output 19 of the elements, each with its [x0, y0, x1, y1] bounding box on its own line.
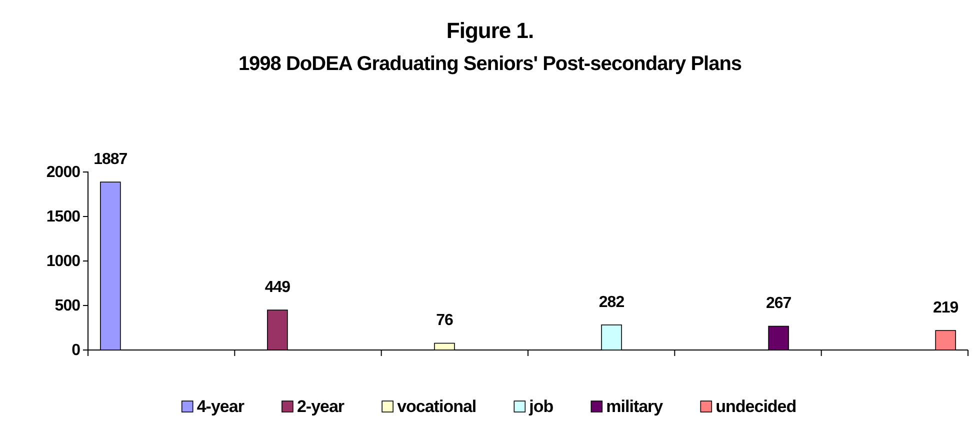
legend-label: military — [606, 397, 664, 416]
y-tick-label: 2000 — [46, 164, 81, 182]
data-label: 76 — [436, 312, 454, 330]
data-label: 219 — [932, 300, 959, 317]
legend-label: vocational — [397, 397, 476, 416]
legend-label: 4-year — [196, 397, 245, 416]
legend-label: undecided — [716, 397, 796, 416]
y-tick-label: 1000 — [46, 253, 81, 270]
data-label: 282 — [598, 294, 625, 311]
data-label: 1887 — [94, 151, 128, 168]
data-label: 267 — [766, 295, 792, 312]
chart-title: Figure 1. — [446, 18, 534, 43]
legend-label: 2-year — [296, 397, 345, 416]
data-label: 449 — [264, 279, 291, 296]
y-tick-label: 500 — [54, 298, 81, 315]
chart-subtitle: 1998 DoDEA Graduating Seniors' Post-secondary Plans — [238, 53, 742, 75]
legend-label: job — [528, 397, 554, 416]
y-tick-label: 0 — [72, 342, 81, 360]
y-tick-label: 1500 — [46, 208, 81, 226]
